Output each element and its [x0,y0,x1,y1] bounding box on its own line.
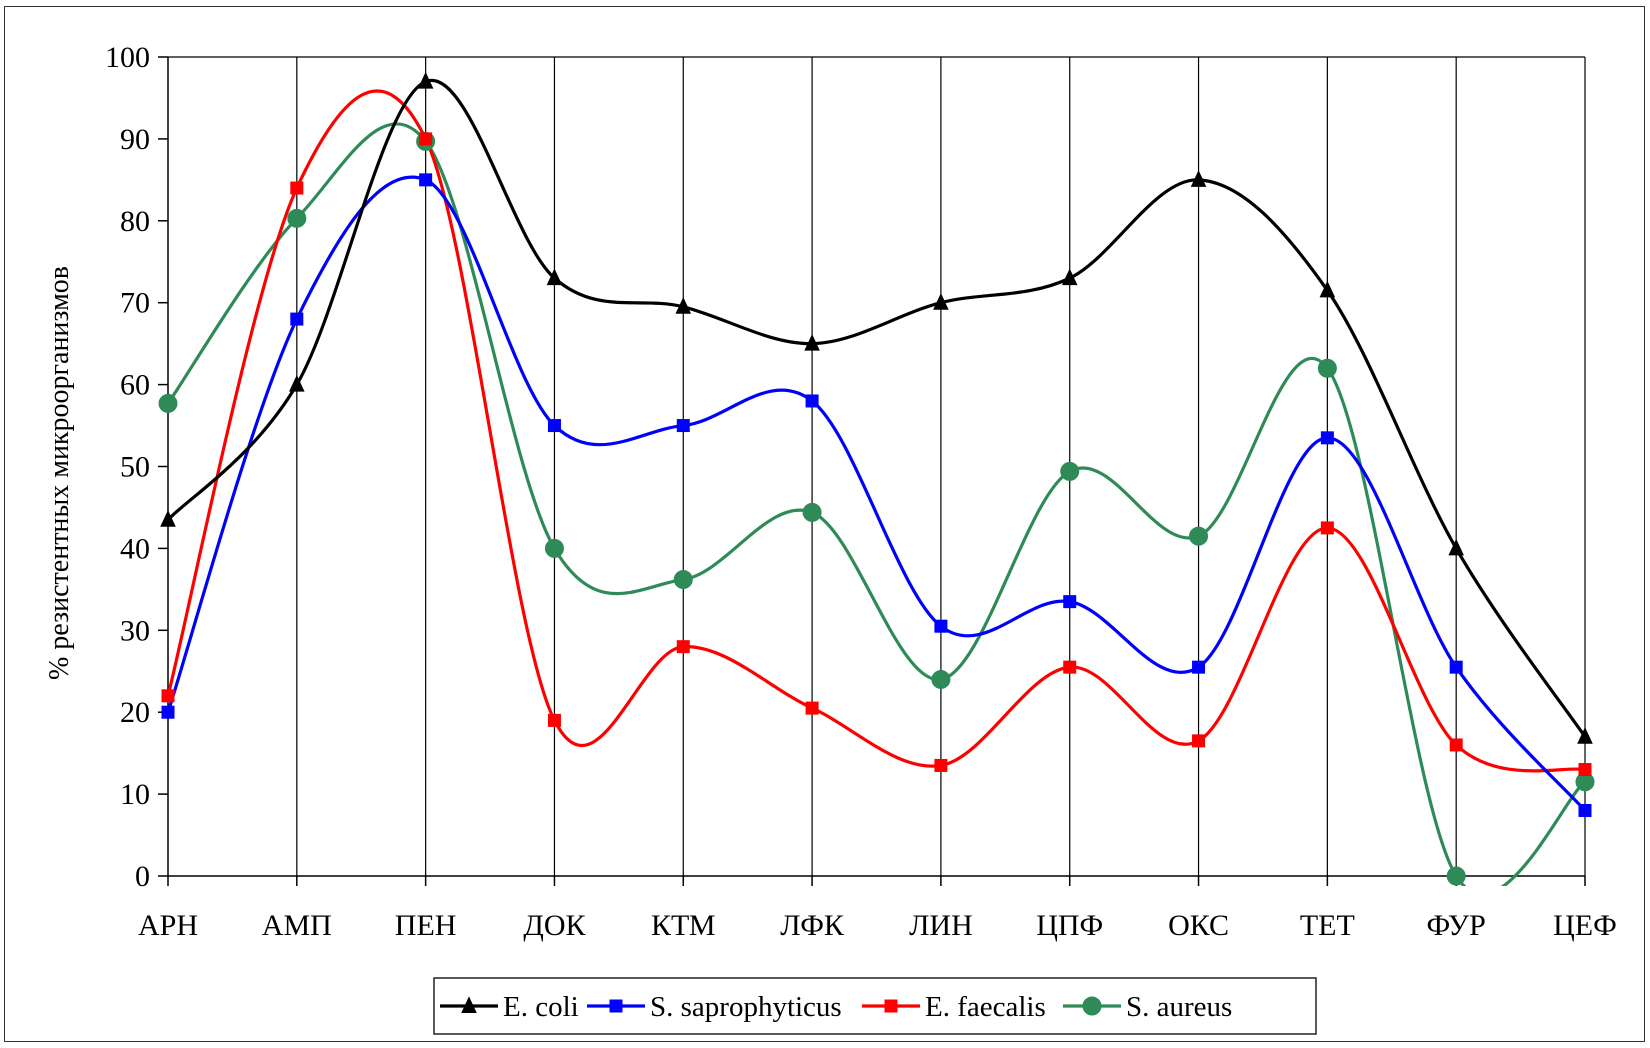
data-point [1192,660,1206,674]
y-tick-label: 80 [120,205,150,238]
y-tick-label: 10 [120,778,150,811]
y-tick-label: 70 [120,287,150,320]
data-point [804,333,820,351]
data-point [1320,521,1334,535]
series-line [166,122,1585,886]
data-point [1317,358,1337,378]
data-point [546,268,563,286]
data-point [1578,763,1592,777]
legend-label: S. aureus [1126,991,1232,1023]
data-point [1190,170,1207,187]
data-point [676,419,690,433]
y-tick-label: 30 [120,614,150,647]
legend-marker [461,996,477,1013]
axis-layer: 0 10 20 30 40 50 60 70 80 90 100 АРН АМП ПЕН ДОК КТМ ЛФК… [105,41,1617,942]
data-point [158,393,178,413]
marker-layer [158,71,1595,886]
data-point [160,510,176,527]
data-point [802,502,822,522]
series-line [166,78,1585,738]
x-tick-label: ЛИН [909,909,973,942]
x-tick-label: ПЕН [395,909,457,942]
y-tick-label: 60 [120,369,150,402]
data-point [417,71,434,89]
x-tick-label: КТМ [651,909,716,942]
x-tick-label: ОКС [1168,909,1229,942]
data-point [934,619,948,633]
data-point [1449,660,1463,674]
data-point [1577,727,1593,744]
x-tick-label: АРН [138,909,198,942]
data-point [290,312,304,326]
legend-label: E. coli [503,991,579,1023]
data-point [547,419,561,433]
legend-label: E. faecalis [925,991,1046,1023]
y-tick-label: 50 [120,451,150,484]
data-point [1192,734,1206,748]
data-point [547,713,561,727]
x-tick-label: ЦЕФ [1553,909,1617,942]
y-tick-label: 100 [105,41,150,74]
data-point [1060,461,1080,481]
data-point [1449,738,1463,752]
x-tick-label: ЛФК [780,909,845,942]
data-point [1446,866,1466,886]
grid-layer [168,56,1586,876]
data-point [1319,280,1336,298]
data-point [287,208,307,228]
data-point [544,538,564,558]
data-point [675,297,692,314]
data-point [934,758,948,772]
y-axis-label: % резистентных микроорганизмов [44,266,75,680]
data-point [1063,595,1077,609]
data-point [805,701,819,715]
legend-marker [609,999,623,1013]
data-point [1578,803,1592,817]
data-point [931,669,951,689]
data-point [1320,431,1334,445]
series-line [166,89,1585,773]
legend-marker [1082,996,1102,1016]
data-point [290,181,304,195]
series-layer [166,78,1585,886]
series-line [166,175,1585,812]
data-point [1189,526,1209,546]
legend: E. coli S. saprophyticus E. faecalis S. aur… [433,977,1317,1035]
legend-label: S. saprophyticus [650,991,842,1023]
x-tick-label: АМП [262,909,332,942]
y-tick-label: 20 [120,696,150,729]
y-tick-label: 0 [135,860,150,893]
y-tick-label: 90 [120,123,150,156]
y-tick-label: 40 [120,532,150,565]
data-point [933,293,949,310]
x-tick-label: ФУР [1427,909,1486,942]
legend-marker [884,999,898,1013]
data-point [805,394,819,408]
chart-frame [4,6,1645,1042]
data-point [1063,660,1077,674]
x-tick-label: ДОК [523,909,586,942]
x-tick-label: ЦПФ [1036,909,1103,942]
data-point [1448,538,1464,556]
data-point [161,689,175,703]
data-point [289,374,305,392]
x-tick-label: ТЕТ [1300,909,1355,942]
data-point [1061,268,1078,286]
data-point [419,173,433,187]
data-point [419,132,433,146]
data-point [676,640,690,654]
data-point [161,705,175,719]
data-point [673,570,693,590]
